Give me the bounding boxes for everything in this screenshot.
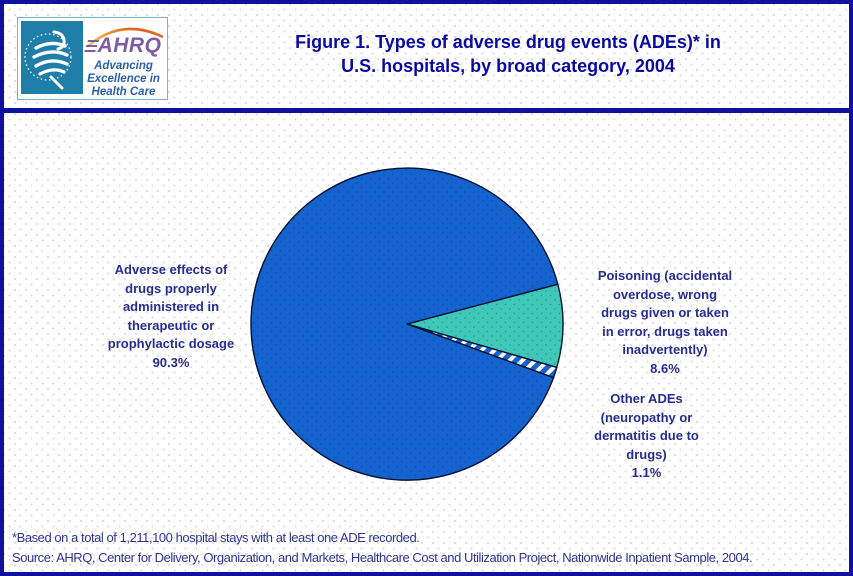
label-line: overdose, wrong <box>612 286 718 302</box>
tagline-line: Advancing <box>94 60 153 72</box>
label-poisoning: Poisoning (accidental overdose, wrong dr… <box>570 267 760 378</box>
label-line: drugs) <box>626 446 667 462</box>
figure-title-line1: Figure 1. Types of adverse drug events (… <box>295 32 721 52</box>
speed-lines-icon <box>83 39 99 53</box>
ahrq-tagline: Advancing Excellence in Health Care <box>83 60 164 96</box>
figure-title: Figure 1. Types of adverse drug events (… <box>179 30 837 78</box>
label-line: (neuropathy or <box>600 409 693 425</box>
label-line: prophylactic dosage <box>107 336 235 351</box>
ahrq-logo-panel: AHRQ Advancing Excellence in Health Care <box>83 21 164 96</box>
seal-text-ring <box>24 33 72 81</box>
tagline-line: Health Care <box>91 86 156 96</box>
tagline-line: Excellence in <box>87 73 160 85</box>
figure-title-line2: U.S. hospitals, by broad category, 2004 <box>341 56 675 76</box>
hhs-ahrq-logo: AHRQ Advancing Excellence in Health Care <box>17 17 168 100</box>
pie-chart <box>250 167 564 481</box>
label-line: in error, drugs taken <box>602 323 728 339</box>
label-other-ades: Other ADEs (neuropathy or dermatitis due… <box>554 390 739 483</box>
label-percent: 8.6% <box>650 360 680 376</box>
label-line: drugs given or taken <box>601 305 729 320</box>
label-line: therapeutic or <box>127 317 215 333</box>
pie-texture-overlay <box>252 169 562 479</box>
label-line: drugs properly <box>125 280 217 296</box>
label-line: Other ADEs <box>610 391 683 406</box>
label-line: Poisoning (accidental <box>597 268 733 283</box>
label-percent: 1.1% <box>631 465 662 480</box>
source-line: Source: AHRQ, Center for Delivery, Organ… <box>12 550 753 565</box>
label-adverse-effects: Adverse effects of drugs properly admini… <box>62 261 280 372</box>
label-line: Adverse effects of <box>114 262 228 277</box>
footnote: *Based on a total of 1,211,100 hospital … <box>12 530 420 545</box>
footer: *Based on a total of 1,211,100 hospital … <box>12 528 843 568</box>
header: AHRQ Advancing Excellence in Health Care… <box>4 4 849 113</box>
label-line: administered in <box>122 299 220 314</box>
ahrq-wordmark: AHRQ <box>97 34 162 57</box>
label-line: dermatitis due to <box>594 428 699 443</box>
ahrq-wordmark-row: AHRQ <box>83 35 164 57</box>
eagle-icon <box>32 30 69 90</box>
label-percent: 90.3% <box>152 354 190 370</box>
hhs-seal-icon <box>21 21 83 94</box>
label-line: inadvertently) <box>622 342 708 357</box>
